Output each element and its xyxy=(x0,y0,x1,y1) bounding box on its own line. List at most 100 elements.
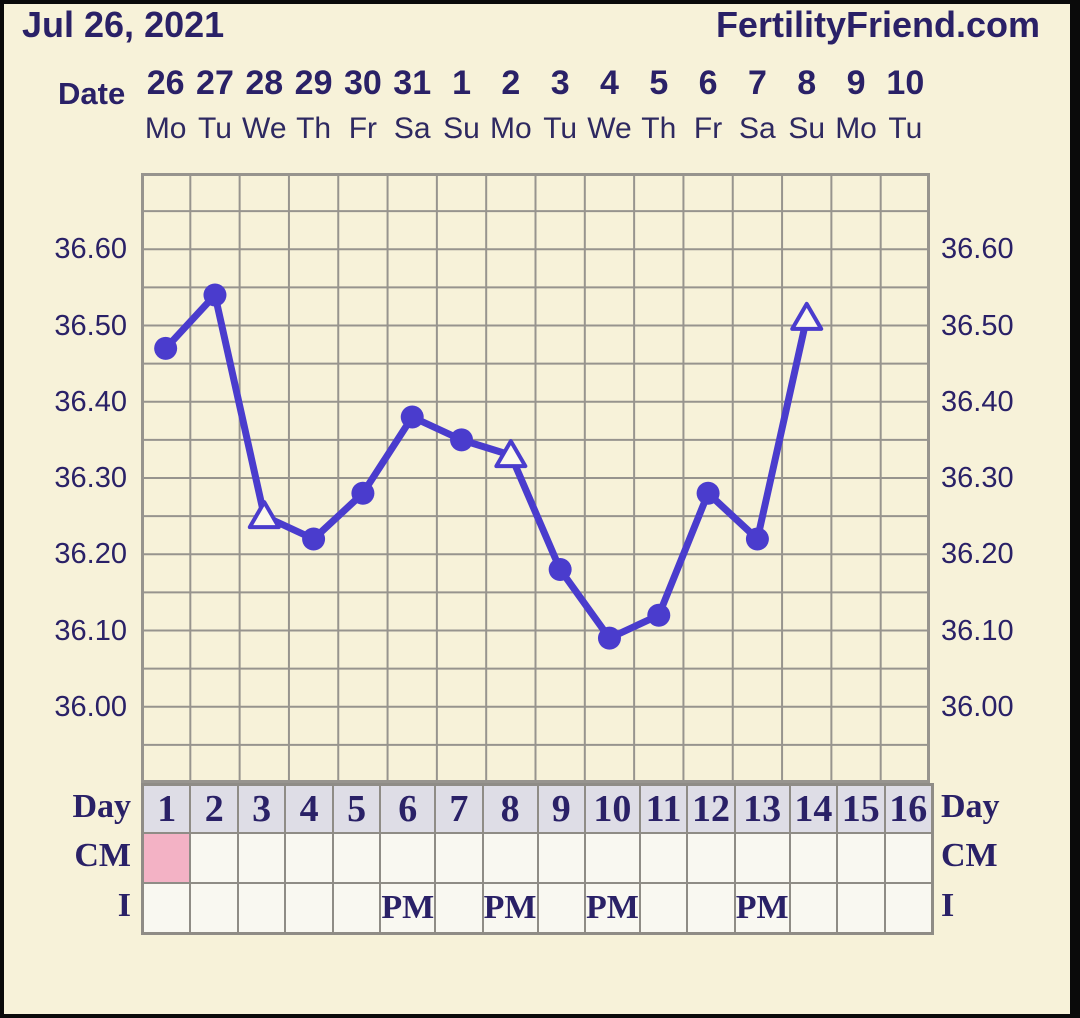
day-number-cell[interactable]: 7 xyxy=(435,785,483,833)
weekday-cell: Tu xyxy=(543,112,578,145)
temp-point-triangle-open[interactable] xyxy=(494,439,528,469)
cm-cell[interactable] xyxy=(687,833,735,883)
cm-cell[interactable] xyxy=(237,833,286,883)
screen-border-right xyxy=(1070,0,1080,1018)
weekday-cell: Tu xyxy=(888,112,923,145)
temp-point-circle[interactable] xyxy=(548,558,572,581)
date-axis-label: Date xyxy=(58,76,126,111)
i-row-label-right: I xyxy=(941,887,955,924)
temp-point-circle[interactable] xyxy=(647,603,671,627)
temp-point-circle[interactable] xyxy=(351,481,375,505)
temp-point-circle[interactable] xyxy=(597,626,621,650)
intercourse-cell[interactable] xyxy=(884,883,932,933)
day-number-cell[interactable]: 9 xyxy=(537,785,585,833)
cm-cell[interactable] xyxy=(190,833,238,883)
plot-border xyxy=(141,173,930,783)
cm-cell[interactable] xyxy=(332,833,381,883)
day-number-cell[interactable]: 4 xyxy=(285,785,333,833)
intercourse-cell[interactable] xyxy=(190,883,238,933)
temperature-plot xyxy=(141,173,930,783)
temp-point-circle[interactable] xyxy=(745,527,769,551)
date-cell: 10 xyxy=(886,64,925,102)
cm-cell[interactable] xyxy=(143,833,191,883)
date-cell: 26 xyxy=(146,64,185,102)
day-number-cell[interactable]: 1 xyxy=(143,785,191,833)
cm-cell[interactable] xyxy=(285,833,333,883)
cm-cell[interactable] xyxy=(639,833,688,883)
day-data-table: 1 2 3 4 5 6 7 8 9 10 11 12 13 14 15 16 PM PM PM PM xyxy=(141,783,934,935)
site-logo: FertilityFriend.com xyxy=(715,4,1040,45)
temperature-tick-label: 36.30 xyxy=(54,462,127,494)
temperature-tick-label: 36.40 xyxy=(941,385,1014,418)
day-number-cell[interactable]: 3 xyxy=(237,785,286,833)
cm-cell[interactable] xyxy=(537,833,585,883)
temp-point-triangle-open[interactable] xyxy=(790,301,824,331)
cm-row-label-right: CM xyxy=(941,837,998,874)
temp-point-triangle-open[interactable] xyxy=(247,500,281,530)
cm-cell[interactable] xyxy=(482,833,538,883)
day-number-cell[interactable]: 11 xyxy=(639,785,688,833)
screen-border-bottom xyxy=(0,1014,1080,1018)
intercourse-cell[interactable] xyxy=(285,883,333,933)
intercourse-cell[interactable] xyxy=(143,883,191,933)
day-number-cell[interactable]: 16 xyxy=(884,785,932,833)
weekday-cell: Fr xyxy=(693,112,723,145)
intercourse-cell[interactable] xyxy=(639,883,688,933)
intercourse-cell[interactable] xyxy=(537,883,585,933)
day-number-cell[interactable]: 13 xyxy=(734,785,790,833)
cm-cell[interactable] xyxy=(884,833,932,883)
intercourse-cell[interactable] xyxy=(332,883,381,933)
weekday-cell: Su xyxy=(788,112,826,145)
weekday-cell: Su xyxy=(443,112,480,145)
weekday-cell: We xyxy=(242,112,287,145)
temperature-tick-label: 36.40 xyxy=(54,385,127,418)
day-number-cell[interactable]: 5 xyxy=(332,785,381,833)
temp-point-circle[interactable] xyxy=(696,481,720,505)
cm-cell[interactable] xyxy=(734,833,790,883)
screen-border-top xyxy=(0,0,1080,4)
intercourse-cell[interactable]: PM xyxy=(380,883,436,933)
intercourse-cell[interactable] xyxy=(687,883,735,933)
intercourse-cell[interactable] xyxy=(837,883,885,933)
cm-cell[interactable] xyxy=(837,833,885,883)
temperature-tick-label: 36.20 xyxy=(941,538,1014,571)
day-number-cell[interactable]: 12 xyxy=(687,785,735,833)
cm-row-label-left: CM xyxy=(74,837,131,874)
day-number-cell[interactable]: 2 xyxy=(190,785,238,833)
temp-point-circle[interactable] xyxy=(154,336,178,360)
temp-point-circle[interactable] xyxy=(400,405,424,429)
cm-cell[interactable] xyxy=(584,833,640,883)
date-cell: 7 xyxy=(747,64,767,102)
day-number-cell[interactable]: 14 xyxy=(789,785,838,833)
temperature-tick-label: 36.00 xyxy=(54,690,127,723)
day-number-cell[interactable]: 10 xyxy=(584,785,640,833)
intercourse-cell[interactable]: PM xyxy=(482,883,538,933)
i-row-label-left: I xyxy=(117,887,131,924)
cm-cell[interactable] xyxy=(435,833,483,883)
day-number-cell[interactable]: 6 xyxy=(380,785,436,833)
temp-point-circle[interactable] xyxy=(302,527,326,551)
day-number-cell[interactable]: 8 xyxy=(482,785,538,833)
weekday-cell: Mo xyxy=(835,112,877,145)
temperature-tick-label: 36.00 xyxy=(941,690,1014,723)
temp-point-circle[interactable] xyxy=(450,428,474,452)
temperature-tick-label: 36.50 xyxy=(54,309,127,342)
day-number-cell[interactable]: 15 xyxy=(837,785,885,833)
intercourse-cell[interactable] xyxy=(789,883,838,933)
temp-point-circle[interactable] xyxy=(203,283,227,307)
weekday-cell: Mo xyxy=(144,112,187,145)
date-cell: 6 xyxy=(698,64,718,102)
intercourse-cell[interactable]: PM xyxy=(584,883,640,933)
intercourse-cell[interactable] xyxy=(435,883,483,933)
date-cell: 28 xyxy=(245,64,284,102)
temperature-tick-label: 36.30 xyxy=(941,462,1014,494)
cm-cell[interactable] xyxy=(380,833,436,883)
cm-cell[interactable] xyxy=(789,833,838,883)
chart-start-date: Jul 26, 2021 xyxy=(22,4,225,45)
date-cell: 5 xyxy=(649,64,669,102)
temperature-tick-label: 36.20 xyxy=(54,538,127,571)
date-cell: 29 xyxy=(294,64,333,102)
intercourse-cell[interactable] xyxy=(237,883,286,933)
intercourse-cell[interactable]: PM xyxy=(734,883,790,933)
